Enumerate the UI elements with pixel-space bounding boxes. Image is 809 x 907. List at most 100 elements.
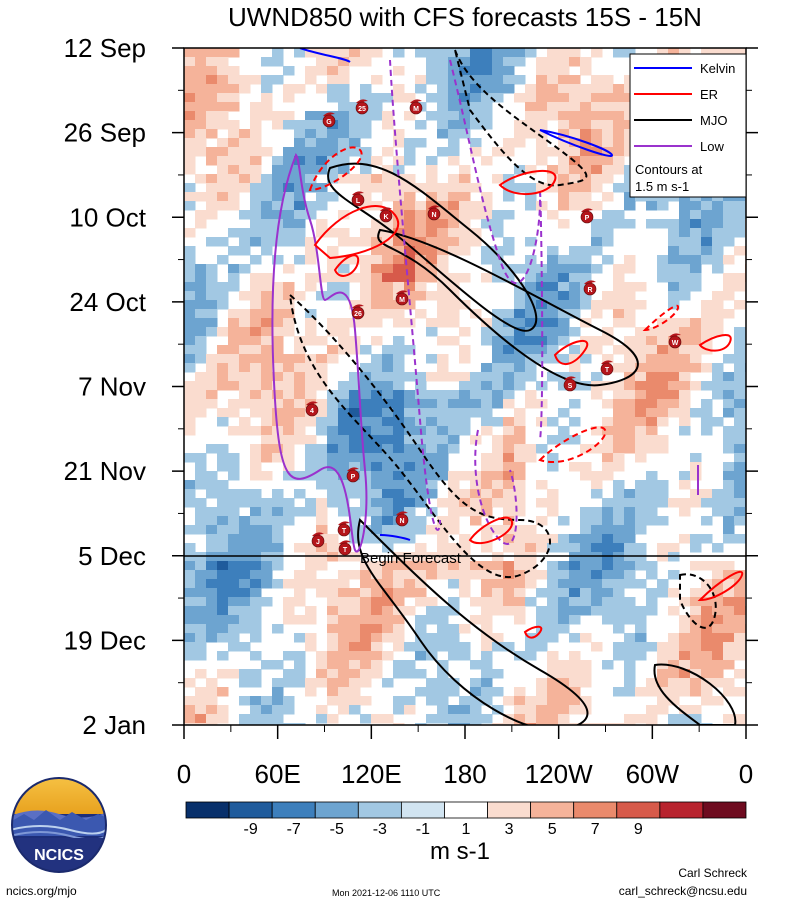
anomaly-cell [734, 381, 746, 391]
anomaly-cell [437, 660, 449, 670]
anomaly-cell [206, 543, 218, 553]
anomaly-cell [679, 669, 691, 679]
anomaly-cell [316, 417, 328, 427]
anomaly-cell [580, 174, 592, 184]
anomaly-cell [448, 183, 460, 193]
anomaly-cell [261, 84, 273, 94]
anomaly-cell [360, 633, 372, 643]
anomaly-cell [690, 246, 702, 256]
anomaly-cell [272, 75, 284, 85]
anomaly-cell [580, 570, 592, 580]
anomaly-cell [613, 480, 625, 490]
anomaly-cell [569, 201, 581, 211]
anomaly-cell [701, 687, 713, 697]
anomaly-cell [690, 723, 702, 725]
anomaly-cell [646, 444, 658, 454]
anomaly-cell [349, 444, 361, 454]
anomaly-cell [514, 723, 526, 725]
anomaly-cell [492, 399, 504, 409]
anomaly-cell [602, 426, 614, 436]
anomaly-cell [591, 480, 603, 490]
anomaly-cell [217, 165, 229, 175]
anomaly-cell [272, 561, 284, 571]
anomaly-cell [327, 426, 339, 436]
anomaly-cell [426, 327, 438, 337]
anomaly-cell [635, 642, 647, 652]
y-tick-label: 21 Nov [64, 456, 146, 486]
anomaly-cell [723, 480, 735, 490]
anomaly-cell [701, 210, 713, 220]
anomaly-cell [734, 489, 746, 499]
anomaly-cell [470, 570, 482, 580]
anomaly-cell [635, 516, 647, 526]
anomaly-cell [591, 507, 603, 517]
anomaly-cell [470, 228, 482, 238]
anomaly-cell [503, 507, 515, 517]
anomaly-cell [679, 660, 691, 670]
anomaly-cell [272, 624, 284, 634]
anomaly-cell [393, 435, 405, 445]
anomaly-cell [195, 525, 207, 535]
anomaly-cell [459, 696, 471, 706]
anomaly-cell [382, 363, 394, 373]
footer-url[interactable]: ncics.org/mjo [6, 884, 77, 898]
anomaly-cell [635, 507, 647, 517]
anomaly-cell [690, 453, 702, 463]
anomaly-cell [371, 363, 383, 373]
anomaly-cell [459, 705, 471, 715]
anomaly-cell [349, 48, 361, 58]
y-tick-label: 10 Oct [69, 202, 146, 232]
anomaly-cell [525, 345, 537, 355]
anomaly-cell [184, 309, 196, 319]
mjo-contour [357, 518, 589, 725]
anomaly-cell [382, 444, 394, 454]
anomaly-cell [316, 111, 328, 121]
anomaly-cell [272, 534, 284, 544]
anomaly-cell [514, 597, 526, 607]
anomaly-cell [217, 57, 229, 67]
anomaly-cell [426, 57, 438, 67]
anomaly-cell [349, 102, 361, 112]
anomaly-cell [613, 651, 625, 661]
anomaly-cell [195, 174, 207, 184]
anomaly-cell [470, 408, 482, 418]
anomaly-cell [602, 615, 614, 625]
anomaly-cell [558, 66, 570, 76]
anomaly-cell [393, 588, 405, 598]
anomaly-cell [239, 534, 251, 544]
colorbar-swatch [659, 801, 704, 819]
anomaly-cell [217, 498, 229, 508]
anomaly-cell [272, 120, 284, 130]
anomaly-cell [404, 426, 416, 436]
anomaly-cell [415, 408, 427, 418]
anomaly-cell [250, 561, 262, 571]
anomaly-cell [338, 111, 350, 121]
anomaly-cell [382, 120, 394, 130]
anomaly-cell [316, 66, 328, 76]
anomaly-cell [569, 579, 581, 589]
anomaly-cell [294, 669, 306, 679]
anomaly-cell [503, 579, 515, 589]
anomaly-cell [514, 435, 526, 445]
anomaly-cell [712, 381, 724, 391]
anomaly-cell [591, 93, 603, 103]
anomaly-cell [349, 417, 361, 427]
anomaly-cell [657, 642, 669, 652]
anomaly-cell [492, 147, 504, 157]
anomaly-cell [547, 273, 559, 283]
anomaly-cell [382, 219, 394, 229]
anomaly-cell [261, 219, 273, 229]
anomaly-cell [239, 129, 251, 139]
anomaly-cell [338, 282, 350, 292]
anomaly-cell [591, 174, 603, 184]
anomaly-cell [360, 93, 372, 103]
anomaly-cell [580, 669, 592, 679]
anomaly-cell [272, 327, 284, 337]
anomaly-cell [591, 570, 603, 580]
anomaly-cell [338, 156, 350, 166]
anomaly-cell [327, 66, 339, 76]
anomaly-cell [316, 399, 328, 409]
anomaly-cell [294, 435, 306, 445]
anomaly-cell [712, 597, 724, 607]
author-email[interactable]: carl_schreck@ncsu.edu [618, 884, 747, 898]
